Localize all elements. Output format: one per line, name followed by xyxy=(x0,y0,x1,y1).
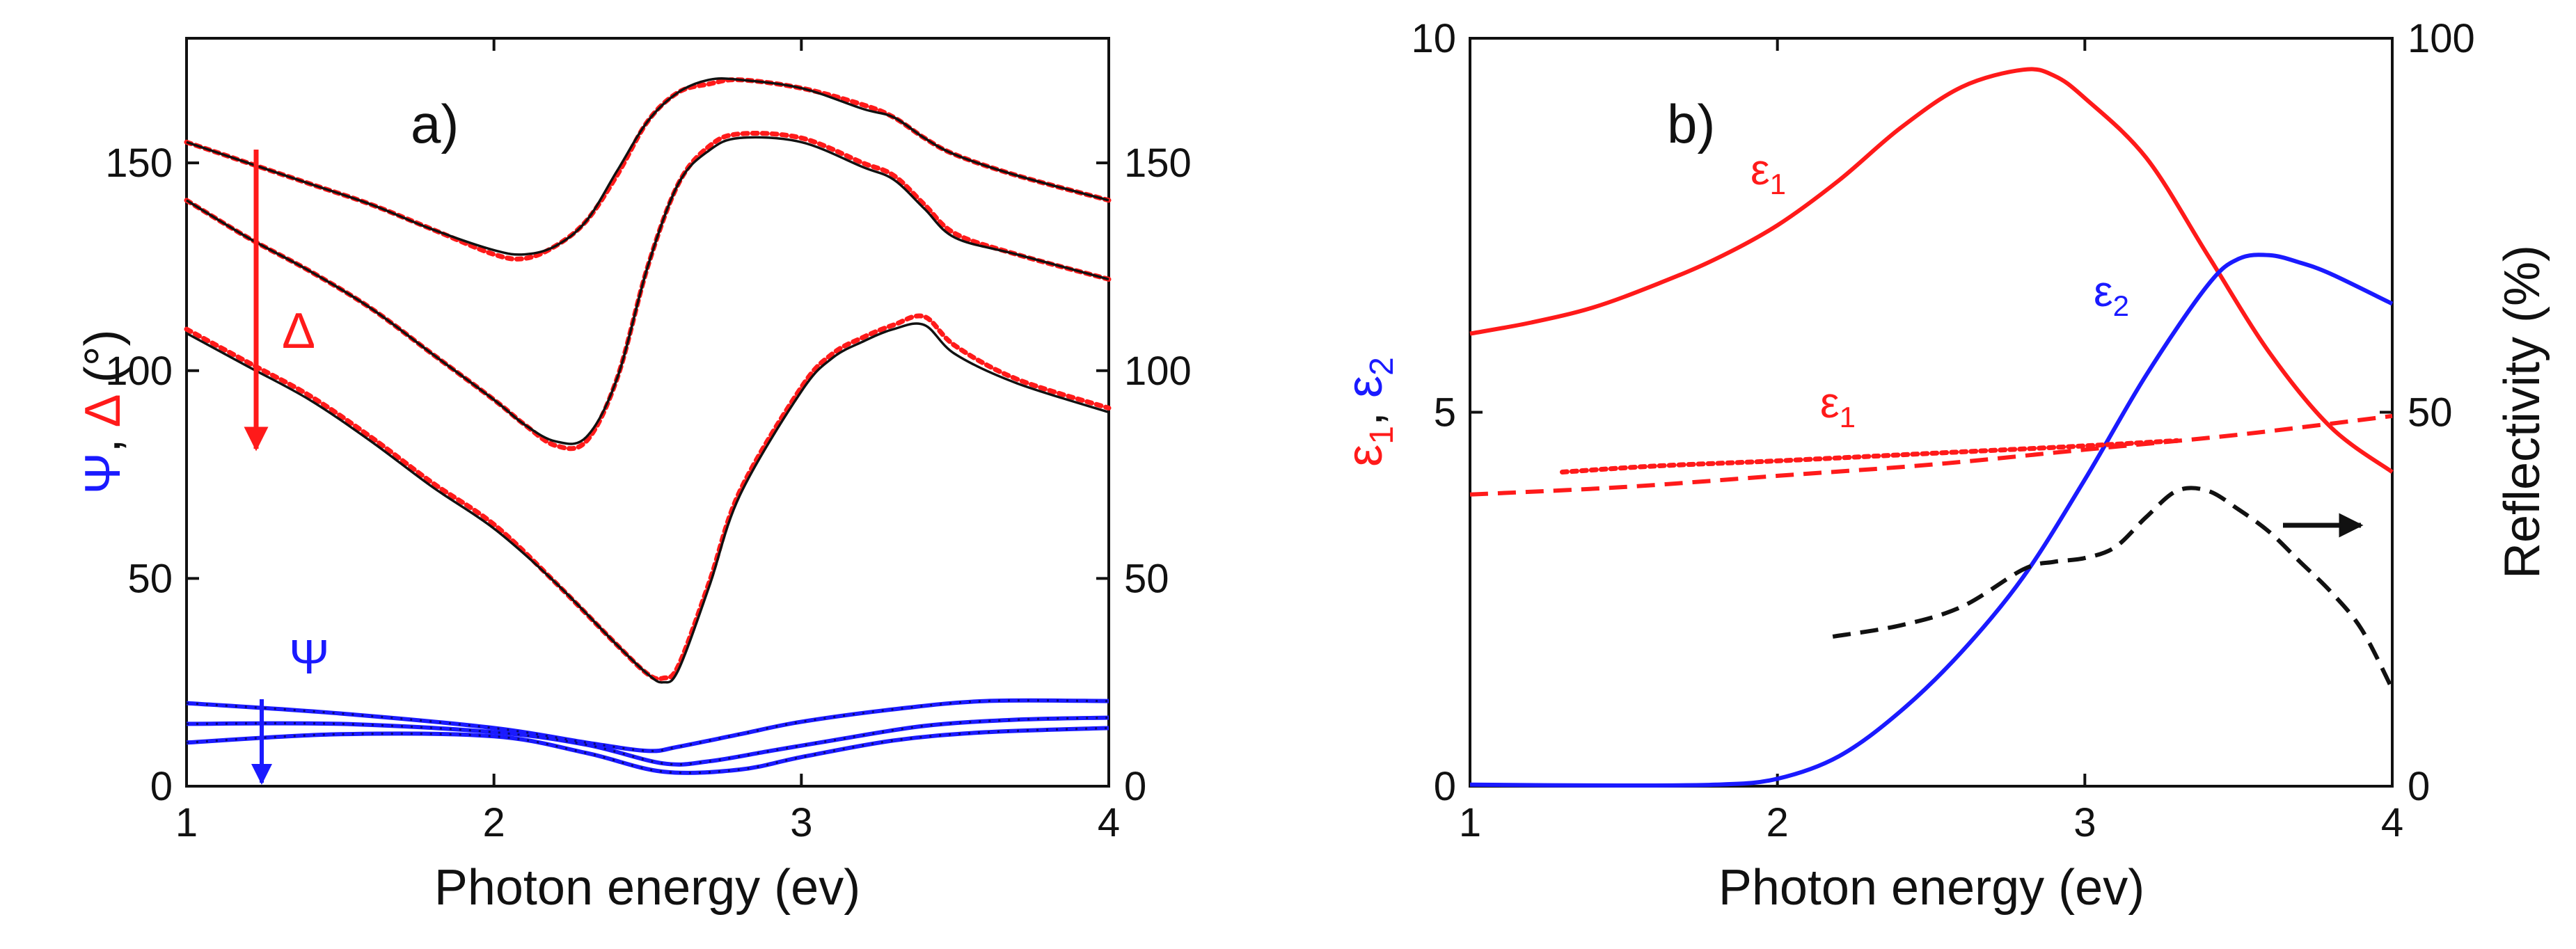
panel-a-ytick-label: 50 xyxy=(127,556,173,601)
panel-a-ylabel: Ψ, Δ (°) xyxy=(75,329,131,494)
panel-a-ytick-right-label: 100 xyxy=(1124,349,1192,394)
panel-b-ytick-right-label: 100 xyxy=(2408,16,2475,61)
eps1-ylabel-sub: 1 xyxy=(1364,426,1400,445)
eps1-solid-symbol: ε xyxy=(1751,146,1770,194)
ylabel-comma-b: , xyxy=(1337,398,1393,426)
eps1-solid-annotation: ε1 xyxy=(1751,146,1786,200)
panel-b-xtick-label: 4 xyxy=(2381,800,2403,845)
psi-label: Ψ xyxy=(75,452,131,494)
panel-b-xtick-label: 2 xyxy=(1767,800,1789,845)
delta-label: Δ xyxy=(75,395,131,427)
panel-b-label: b) xyxy=(1667,93,1715,154)
delta-annotation: Δ xyxy=(282,303,315,359)
eps2-ylabel-sub: 2 xyxy=(1364,357,1400,376)
eps1-ylabel: ε xyxy=(1337,445,1393,467)
panel-a-label: a) xyxy=(411,93,459,154)
panel-a-series--data-1 xyxy=(184,77,1112,262)
eps1-solid-sub: 1 xyxy=(1770,168,1786,200)
panel-a-xlabel: Photon energy (ev) xyxy=(434,860,860,916)
panel-b-series-reflectivity xyxy=(1832,486,2394,690)
panel-a-ytick-label: 0 xyxy=(150,764,173,809)
panel-a-ytick-right-label: 150 xyxy=(1124,141,1192,186)
panel-a-series--1 xyxy=(186,698,1109,753)
eps2-ylabel: ε xyxy=(1337,376,1393,398)
panel-a-series--model-1 xyxy=(186,77,1109,256)
panel-a-series--data-3 xyxy=(184,313,1112,682)
panel-b-ytick-right-label: 50 xyxy=(2408,390,2453,436)
psi-annotation: Ψ xyxy=(289,630,329,684)
panel-b-ylabel-right: Reflectivity (%) xyxy=(2495,245,2550,579)
eps2-solid-annotation: ε2 xyxy=(2094,268,2129,322)
panel-b-series--1-solid xyxy=(1469,67,2394,474)
panel-b-xtick-label: 1 xyxy=(1459,800,1481,845)
panel-a-series--data-2 xyxy=(184,130,1112,452)
panel-b-ylabel: ε1, ε2 xyxy=(1337,357,1400,467)
panel-a-xtick-label: 4 xyxy=(1098,800,1120,845)
eps1-dashed-symbol: ε xyxy=(1820,379,1840,427)
panel-a-ytick-label: 100 xyxy=(105,349,173,394)
panel-a-xtick-label: 2 xyxy=(483,800,505,845)
panel-b-ytick-label: 5 xyxy=(1434,390,1456,436)
panel-b-ytick-label: 0 xyxy=(1434,764,1456,809)
panel-a-psi-points xyxy=(186,699,1109,752)
panel-a-xtick-label: 3 xyxy=(790,800,812,845)
panel-a-series xyxy=(184,77,1112,775)
panel-b-xtick-label: 3 xyxy=(2073,800,2096,845)
panel-b-ytick-right-label: 0 xyxy=(2408,764,2430,809)
eps2-solid-symbol: ε xyxy=(2094,268,2113,316)
panel-b-series--1-dashed xyxy=(1469,413,2393,497)
panel-a-ytick-right-label: 0 xyxy=(1124,764,1146,809)
panel-b-series--1-dotted xyxy=(1560,438,2180,475)
eps1-dashed-annotation: ε1 xyxy=(1820,379,1856,433)
panel-b-ytick-label: 10 xyxy=(1411,16,1456,61)
panel-a-series--3 xyxy=(186,726,1109,775)
panel-a-ytick-right-label: 50 xyxy=(1124,556,1169,601)
panel-a-ytick-label: 150 xyxy=(105,141,173,186)
panel-a-xtick-label: 1 xyxy=(175,800,198,845)
panel-a-series--2 xyxy=(186,715,1109,767)
panel-b-xlabel: Photon energy (ev) xyxy=(1718,860,2144,916)
panel-a-series--model-2 xyxy=(186,136,1109,445)
eps1-dashed-sub: 1 xyxy=(1840,401,1856,433)
panel-a-series--model-3 xyxy=(186,322,1109,684)
panel-b-series xyxy=(1469,67,2394,788)
panel-b-frame xyxy=(1469,37,2394,788)
ylabel-comma: , xyxy=(75,427,131,452)
ylabel-unit: (°) xyxy=(75,329,131,397)
eps2-solid-sub: 2 xyxy=(2113,289,2129,322)
panel-b-series--2-solid xyxy=(1469,253,2394,788)
